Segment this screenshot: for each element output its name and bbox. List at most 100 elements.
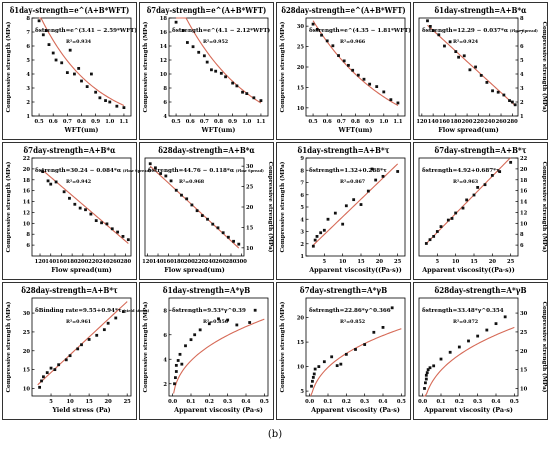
data-point <box>457 345 461 349</box>
x-axis-label: Flow spread(um) <box>164 266 225 274</box>
data-point <box>237 242 241 246</box>
x-tick-label: 0.6 <box>186 119 195 125</box>
y-tick-label: 30 <box>297 24 305 30</box>
data-point <box>76 347 80 351</box>
data-point <box>80 79 83 83</box>
data-point <box>57 363 61 367</box>
fit-curve <box>427 24 516 106</box>
x-tick-label: 10 <box>452 259 460 265</box>
y-tick-label: 10 <box>520 221 528 227</box>
data-point <box>375 85 379 88</box>
data-point <box>498 170 502 174</box>
data-point <box>216 226 220 230</box>
x-tick-label: 180 <box>450 119 461 125</box>
data-point <box>494 322 498 326</box>
y-tick-label: 18 <box>23 178 31 184</box>
data-point <box>174 188 178 192</box>
fit-equation: δstrength=30.24 − 0.084*α (Flow Spread) <box>35 168 151 174</box>
data-point <box>126 238 130 242</box>
x-tick-label: 0.7 <box>200 119 209 125</box>
data-point <box>503 315 507 319</box>
data-point <box>164 174 168 178</box>
panel-title: δ28day-strength=e^(A+B*WFT) <box>281 5 405 15</box>
x-tick-label: 1.1 <box>119 119 128 125</box>
x-tick-label: 220 <box>88 259 99 265</box>
data-point <box>121 235 125 238</box>
data-point <box>154 166 157 170</box>
data-point <box>205 60 209 64</box>
y-axis-label: Compressive strength (MPa) <box>279 21 286 112</box>
data-point <box>105 222 109 226</box>
data-point <box>80 343 83 347</box>
fit-equation: δBinding rate=9.55+0.94*τ (yield stress) <box>35 308 150 314</box>
data-point <box>174 20 178 24</box>
data-point <box>352 198 356 202</box>
data-point <box>448 40 452 44</box>
data-point <box>313 238 317 242</box>
x-tick-label: 180 <box>173 259 184 265</box>
y-tick-label: 8 <box>300 168 304 174</box>
y-tick-label: 6 <box>26 44 30 50</box>
y-axis-label: Compressive strength (MPa) <box>142 301 149 392</box>
data-point <box>108 100 112 104</box>
y-tick-label: 20 <box>23 349 31 355</box>
plot-area <box>418 157 519 257</box>
data-point <box>424 381 427 385</box>
data-point <box>382 90 386 94</box>
data-point <box>245 92 249 95</box>
fit-equation: δstrength=22.86*γ^0.366 <box>309 307 391 314</box>
data-point <box>241 90 244 94</box>
y-tick-label: 1 <box>26 114 30 120</box>
y-tick-label: 10 <box>246 246 254 252</box>
y-axis-label: Compressive strength (MPa) <box>279 301 286 392</box>
data-point <box>389 98 393 102</box>
data-point <box>114 316 118 320</box>
y-tick-label: 12 <box>160 58 168 64</box>
x-axis-label: WFT(um) <box>64 126 99 134</box>
data-point <box>221 231 225 235</box>
data-point <box>121 310 125 313</box>
data-point <box>356 73 360 77</box>
x-tick-label: 120 <box>35 259 46 265</box>
chart-panel: δ28day-strength=A+B*τ 5 10 15 20 25 10 15 20 25 30… <box>2 282 150 420</box>
panel-frame <box>413 282 548 420</box>
y-tick-label: 2 <box>520 100 524 106</box>
y-tick-label: 1 <box>520 114 524 120</box>
data-point <box>45 371 49 375</box>
x-tick-label: 0.8 <box>77 119 86 125</box>
data-point <box>235 84 239 88</box>
data-point <box>354 348 357 351</box>
plot-area <box>418 297 519 397</box>
x-tick-label: 15 <box>470 259 478 265</box>
equation-subscript: (Flow Spread) <box>123 169 151 173</box>
y-axis-label: Compressive strength (MPa) <box>5 301 12 392</box>
y-axis-label: Compressive strength (MPa) <box>541 22 548 113</box>
x-tick-label: 20 <box>105 399 113 405</box>
y-tick-label: 25 <box>23 330 31 336</box>
data-point <box>446 218 450 222</box>
panel-frame <box>413 142 548 280</box>
x-tick-label: 200 <box>184 259 195 265</box>
data-point <box>317 365 321 368</box>
x-tick-label: 1.1 <box>256 119 265 125</box>
data-point <box>490 174 494 177</box>
data-point <box>510 100 514 104</box>
data-point <box>116 230 120 234</box>
y-tick-label: 30 <box>520 311 528 317</box>
data-point <box>68 354 72 358</box>
data-point <box>372 330 376 334</box>
x-axis-label: Apparent viscosity((Pa·s)) <box>308 266 402 274</box>
panel-title: δ28day-strength=A+B*τ <box>21 285 118 295</box>
y-tick-label: 12 <box>23 210 31 216</box>
x-tick-label: 0.4 <box>241 399 250 405</box>
data-point <box>198 328 202 332</box>
x-tick-label: 0.9 <box>365 119 374 125</box>
r-squared-label: R²=0.942 <box>66 179 91 185</box>
x-tick-label: 0.5 <box>309 119 318 125</box>
data-point <box>368 82 372 86</box>
panel-title: δ28day-strength=A*γB <box>435 285 527 295</box>
y-tick-label: 22 <box>520 156 528 162</box>
data-point <box>211 222 215 226</box>
data-point <box>68 196 71 200</box>
